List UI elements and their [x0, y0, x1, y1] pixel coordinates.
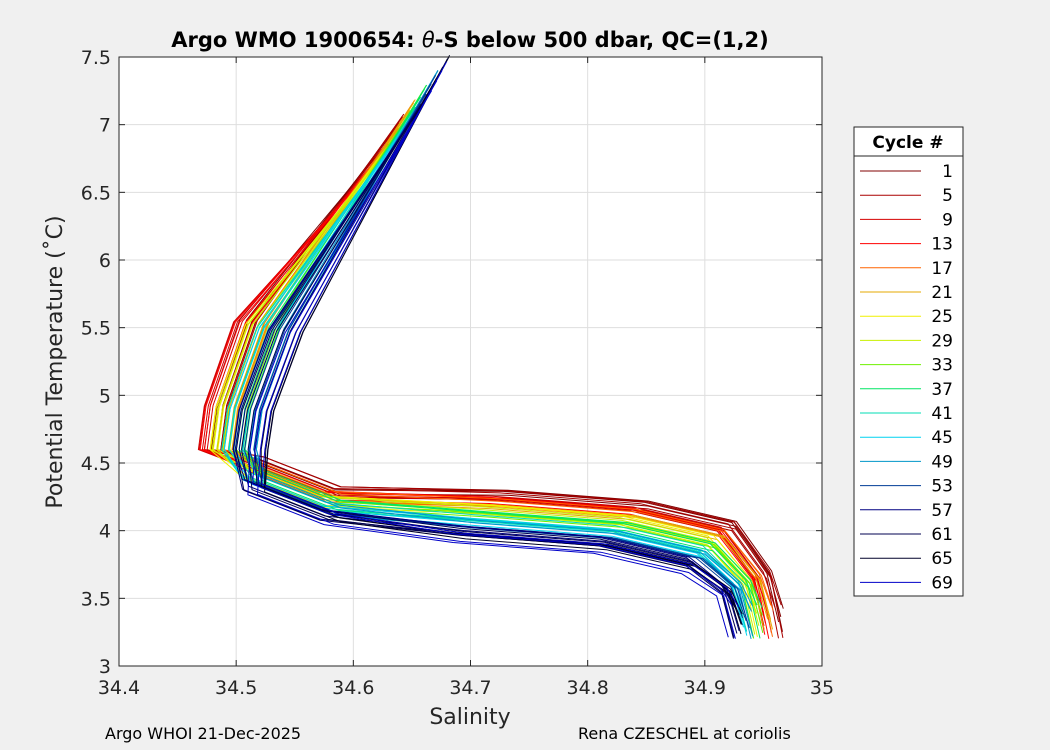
- legend-label-cycle-65: 65: [931, 549, 953, 569]
- y-tick-label: 3.5: [81, 588, 111, 610]
- cycle-profile-line: [228, 118, 746, 613]
- legend-label-cycle-17: 17: [931, 259, 953, 279]
- legend-label-cycle-37: 37: [931, 380, 953, 400]
- x-tick-label: 34.4: [98, 677, 140, 699]
- x-tick-label: 34.7: [449, 677, 491, 699]
- legend-label-cycle-53: 53: [931, 477, 953, 497]
- legend-label-cycle-25: 25: [931, 307, 953, 327]
- x-tick-label: 34.6: [332, 677, 374, 699]
- y-tick-label: 6.5: [81, 182, 111, 204]
- legend-title: Cycle #: [872, 133, 943, 153]
- legend: Cycle # 1 5 9 13 17 21 25 29 33 37 41 45 49 53 57 61 65 6…: [853, 126, 964, 597]
- legend-label-cycle-49: 49: [931, 452, 953, 472]
- cycle-profile-line: [201, 152, 769, 616]
- y-tick-label: 6: [99, 250, 111, 272]
- cycle-profile-line: [199, 157, 765, 614]
- footer-right-text: Rena CZESCHEL at coriolis: [578, 724, 791, 743]
- legend-label-cycle-61: 61: [931, 525, 953, 545]
- y-tick-label: 4.5: [81, 453, 111, 475]
- legend-label-cycle-45: 45: [931, 428, 953, 448]
- cycle-profile-line: [252, 80, 733, 606]
- series-lines: [197, 54, 784, 640]
- cycle-profile-line: [256, 70, 736, 639]
- x-axis-label: Salinity: [429, 705, 510, 730]
- y-tick-label: 3: [99, 656, 111, 678]
- legend-label-cycle-57: 57: [931, 501, 953, 521]
- legend-label-cycle-41: 41: [931, 404, 953, 424]
- y-tick-label: 4: [99, 521, 111, 543]
- legend-label-cycle-33: 33: [931, 356, 953, 376]
- footer-left-text: Argo WHOI 21-Dec-2025: [105, 724, 302, 743]
- y-tick-label: 5: [99, 385, 111, 407]
- x-tick-label: 34.5: [215, 677, 257, 699]
- y-tick-label: 7: [99, 115, 111, 137]
- cycle-profile-line: [238, 96, 758, 606]
- x-tick-label: 34.8: [567, 677, 609, 699]
- legend-label-cycle-9: 9: [942, 210, 953, 230]
- legend-label-cycle-5: 5: [942, 186, 953, 206]
- legend-label-cycle-69: 69: [931, 573, 953, 593]
- y-axis-label: Potential Temperature (˚C): [43, 215, 68, 508]
- legend-label-cycle-13: 13: [931, 235, 953, 255]
- y-tick-label: 7.5: [81, 47, 111, 69]
- legend-label-cycle-21: 21: [931, 283, 953, 303]
- axis-ticks: 34.4 34.5 34.6 34.7 34.8 34.9 35 3 3.5 4 4.5 5 5.5 6 6…: [81, 47, 834, 699]
- x-tick-label: 35: [810, 677, 834, 699]
- legend-label-cycle-29: 29: [931, 331, 953, 351]
- cycle-profile-line: [235, 110, 734, 639]
- legend-label-cycle-1: 1: [942, 162, 953, 182]
- x-tick-label: 34.9: [684, 677, 726, 699]
- cycle-profile-line: [211, 132, 776, 608]
- y-tick-label: 5.5: [81, 318, 111, 340]
- cycle-profile-line: [232, 100, 774, 611]
- cycle-profile-line: [264, 56, 742, 635]
- cycle-profile-line: [261, 61, 740, 608]
- chart-title: Argo WMO 1900654: θ-S below 500 dbar, QC…: [171, 28, 768, 52]
- cycle-profile-line: [220, 116, 782, 606]
- legend-entries: 1 5 9 13 17 21 25 29 33 37 41 45 49 53 57 61 65 69: [860, 162, 953, 593]
- legend-box: [853, 126, 964, 597]
- cycle-profile-line: [216, 122, 783, 632]
- cycle-profile-line: [247, 90, 729, 638]
